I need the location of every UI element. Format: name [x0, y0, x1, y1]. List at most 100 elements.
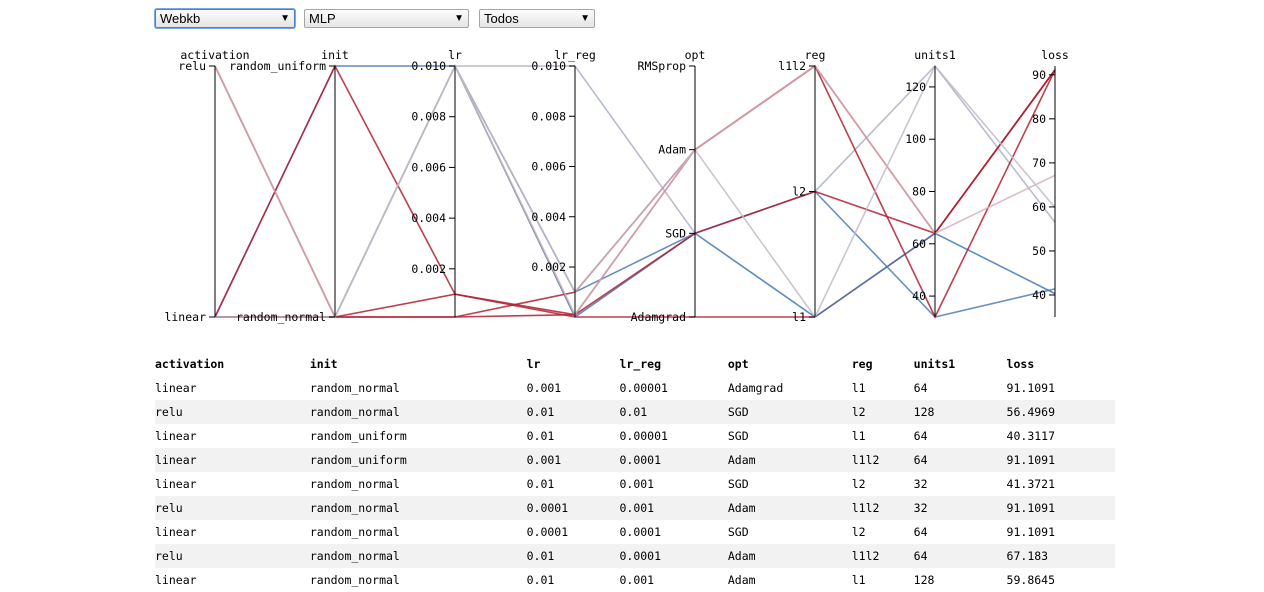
table-row: linear random_uniform 0.001 0.0001 Adam l1l2 6…	[155, 448, 1115, 472]
axis-tick-label: 0.002	[531, 260, 566, 274]
data-line	[214, 65, 1056, 319]
polyline-layer	[214, 64, 1056, 319]
table-cell-init: random_normal	[309, 477, 400, 491]
axis-tick-label: l1l2	[778, 59, 806, 73]
column-header-init: init	[309, 357, 338, 371]
table-cell-init: random_normal	[309, 405, 400, 419]
table-cell-lr: 0.001	[526, 381, 562, 395]
axis-tick-label: 0.010	[411, 59, 446, 73]
table-cell-opt: Adam	[727, 501, 756, 515]
data-line	[215, 69, 1056, 318]
table-cell-init: random_normal	[309, 549, 400, 563]
axis-tick-label: relu	[178, 59, 206, 73]
model-select[interactable]: MLP ▼	[304, 9, 469, 28]
table-cell-units1: 64	[913, 549, 928, 563]
table-cell-lr_reg: 0.00001	[619, 429, 668, 443]
table-cell-activation: relu	[155, 405, 183, 419]
table-row: linear random_uniform 0.01 0.00001 SGD l1 64 40…	[155, 424, 1115, 448]
table-cell-reg: l1	[851, 381, 866, 395]
table-cell-lr: 0.0001	[526, 525, 569, 539]
table-cell-units1: 64	[913, 429, 928, 443]
dataset-select[interactable]: Webkb ▼	[155, 9, 295, 28]
axis-tick-label: random_uniform	[229, 59, 326, 73]
axis-title: lr	[448, 48, 462, 62]
table-cell-lr: 0.01	[526, 549, 555, 563]
table-cell-lr: 0.01	[526, 429, 555, 443]
axis-tick-label: 40	[912, 289, 926, 303]
filter-select-value: Todos	[484, 11, 519, 26]
data-line	[215, 64, 1056, 319]
axis-tick-label: 80	[1032, 112, 1046, 126]
filter-select[interactable]: Todos ▼	[479, 9, 595, 28]
axis-tick-label: 50	[1032, 244, 1046, 258]
axis-tick-label: l2	[792, 185, 806, 199]
table-row: relu random_normal 0.01 0.01 SGD l2 128 56.4969	[155, 400, 1115, 424]
axis-title: loss	[1041, 48, 1069, 62]
table-cell-units1: 32	[913, 501, 928, 515]
axis-tick-label: 120	[905, 80, 926, 94]
axis-tick-label: 100	[905, 132, 926, 146]
axis-tick-label: RMSprop	[638, 59, 687, 73]
axis-tick-label: 0.008	[411, 110, 446, 124]
axis-tick-label: 0.010	[531, 59, 566, 73]
table-cell-activation: linear	[155, 477, 197, 491]
table-cell-units1: 128	[913, 573, 935, 587]
table-body: linear random_normal 0.001 0.00001 Adamgrad l…	[155, 376, 1115, 592]
table-cell-lr_reg: 0.01	[619, 405, 648, 419]
table-cell-lr_reg: 0.0001	[619, 525, 662, 539]
axis-title: opt	[685, 48, 706, 62]
table-cell-lr: 0.0001	[526, 501, 569, 515]
table-cell-lr: 0.01	[526, 405, 555, 419]
column-header-units1: units1	[913, 357, 956, 371]
axis-loss: loss 40 50 60 70 80 90	[1032, 48, 1069, 317]
table-cell-init: random_uniform	[309, 453, 407, 467]
table-cell-init: random_normal	[309, 525, 400, 539]
table-cell-lr_reg: 0.001	[619, 573, 655, 587]
table-cell-lr_reg: 0.0001	[619, 453, 662, 467]
axis-tick-label: 40	[1032, 288, 1046, 302]
table-cell-reg: l1l2	[851, 549, 880, 563]
axis-opt: opt Adamgrad SGD Adam RMSprop	[631, 48, 706, 324]
axis-tick-label: Adam	[658, 143, 686, 157]
axis-init: init random_normal random_uniform	[229, 48, 349, 324]
model-select-value: MLP	[309, 11, 336, 26]
table-cell-lr_reg: 0.001	[619, 477, 655, 491]
table-cell-loss: 91.1091	[1006, 381, 1056, 395]
results-table: activation init lr lr_reg opt reg units1 loss l…	[155, 352, 1115, 592]
table-cell-activation: linear	[155, 453, 197, 467]
axis-tick-label: SGD	[665, 226, 686, 240]
table-cell-loss: 67.183	[1006, 549, 1049, 563]
table-cell-loss: 41.3721	[1006, 477, 1056, 491]
dropdown-arrow-icon: ▼	[280, 13, 290, 24]
parallel-coordinates-chart: activation linear relu init random_normal ran…	[164, 48, 1068, 324]
table-cell-units1: 64	[913, 453, 928, 467]
table-cell-activation: linear	[155, 429, 197, 443]
table-cell-loss: 91.1091	[1006, 525, 1056, 539]
dataset-select-value: Webkb	[160, 11, 201, 26]
table-row: relu random_normal 0.01 0.0001 Adam l1l2 64 67.…	[155, 544, 1115, 568]
axis-tick-label: 0.006	[411, 160, 446, 174]
table-cell-units1: 64	[913, 525, 928, 539]
axis-title: lr_reg	[554, 48, 596, 62]
axis-tick-label: 0.004	[411, 211, 446, 225]
axis-units1: units1 40 60 80 100 120	[905, 48, 956, 317]
column-header-loss: loss	[1006, 357, 1035, 371]
axis-tick-label: linear	[164, 310, 206, 324]
axis-tick-label: random_normal	[236, 310, 326, 324]
axis-tick-label: 0.002	[411, 262, 446, 276]
table-cell-opt: SGD	[727, 429, 749, 443]
axis-tick-label: Adamgrad	[631, 310, 686, 324]
axis-activation: activation linear relu	[164, 48, 249, 324]
table-cell-opt: Adam	[727, 549, 756, 563]
axis-tick-label: 80	[912, 185, 926, 199]
table-cell-opt: Adamgrad	[727, 381, 784, 395]
dropdown-arrow-icon: ▼	[580, 13, 590, 24]
table-cell-reg: l1l2	[851, 453, 880, 467]
table-row: linear random_normal 0.01 0.001 SGD l2 32 41.37…	[155, 472, 1115, 496]
table-cell-init: random_uniform	[309, 429, 407, 443]
table-cell-loss: 91.1091	[1006, 453, 1056, 467]
axis-layer: activation linear relu init random_normal ran…	[164, 48, 1068, 324]
table-cell-units1: 128	[913, 405, 935, 419]
table-cell-loss: 91.1091	[1006, 501, 1056, 515]
